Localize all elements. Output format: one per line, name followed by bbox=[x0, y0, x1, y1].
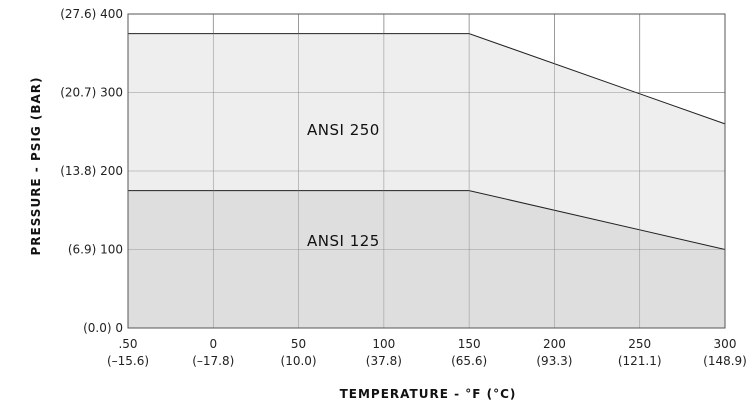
x-tick-label-c: (–15.6) bbox=[107, 354, 149, 368]
x-tick-label-c: (121.1) bbox=[618, 354, 662, 368]
series-label-1: ANSI 250 bbox=[307, 121, 380, 139]
x-tick-label-f: 150 bbox=[458, 337, 481, 351]
x-tick-label-f: 100 bbox=[372, 337, 395, 351]
x-tick-label-c: (65.6) bbox=[451, 354, 487, 368]
y-tick-label: (13.8) 200 bbox=[60, 164, 123, 178]
x-axis-ticks: .50 (–15.6) 0 (–17.8) 50 (10.0) 100 (37.8) 150 (6… bbox=[107, 337, 747, 368]
x-tick-label-f: 250 bbox=[628, 337, 651, 351]
x-tick-label-c: (–17.8) bbox=[192, 354, 234, 368]
series-area-2 bbox=[128, 190, 725, 328]
x-tick-label-c: (148.9) bbox=[703, 354, 747, 368]
x-axis-title: TEMPERATURE - °F (°C) bbox=[340, 387, 517, 401]
x-tick-label-f: 200 bbox=[543, 337, 566, 351]
y-tick-label: (0.0) 0 bbox=[83, 321, 123, 335]
y-tick-label: (27.6) 400 bbox=[60, 7, 123, 21]
y-tick-label: (6.9) 100 bbox=[68, 243, 123, 257]
y-tick-label: (20.7) 300 bbox=[60, 86, 123, 100]
x-tick-label-f: 300 bbox=[714, 337, 737, 351]
x-tick-label-c: (10.0) bbox=[281, 354, 317, 368]
y-axis-title: PRESSURE - PSIG (BAR) bbox=[29, 76, 43, 255]
x-tick-label-c: (93.3) bbox=[536, 354, 572, 368]
x-tick-label-f: 0 bbox=[209, 337, 217, 351]
x-tick-label-f: .50 bbox=[118, 337, 137, 351]
plot-frame bbox=[127, 13, 726, 329]
x-tick-label-c: (37.8) bbox=[366, 354, 402, 368]
series-label-2: ANSI 125 bbox=[307, 232, 380, 250]
y-axis-ticks: (0.0) 0 (6.9) 100 (13.8) 200 (20.7) 300 (27.… bbox=[60, 7, 123, 335]
series-areas bbox=[128, 14, 726, 328]
plot-border bbox=[127, 13, 726, 329]
x-tick-label-f: 50 bbox=[291, 337, 306, 351]
series-labels: ANSI 250 ANSI 125 bbox=[307, 121, 380, 250]
